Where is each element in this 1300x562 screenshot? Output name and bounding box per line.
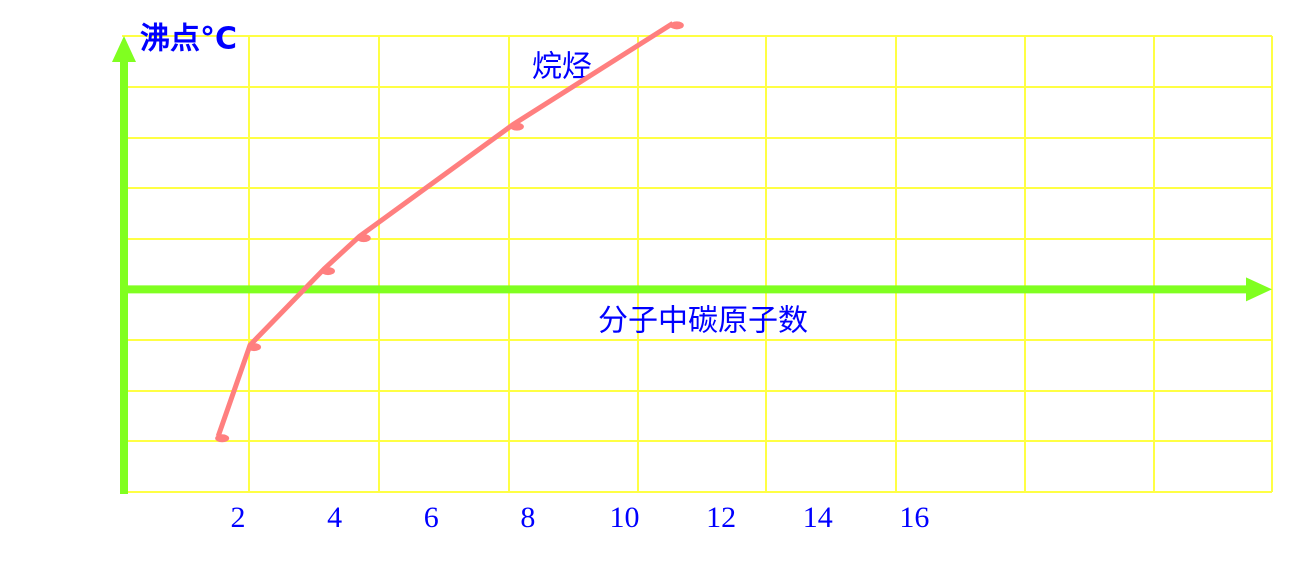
x-tick-label: 4 <box>327 501 342 534</box>
series-line <box>215 21 675 438</box>
x-tick-label: 6 <box>424 501 439 534</box>
x-tick-label: 14 <box>803 501 833 534</box>
x-tick-label: 16 <box>899 501 929 534</box>
point-marker <box>356 234 371 243</box>
point-marker <box>669 21 684 30</box>
point-marker <box>320 267 335 276</box>
x-tick-label: 8 <box>520 501 535 534</box>
x-axis-arrow <box>1246 277 1272 302</box>
grid <box>122 35 1273 493</box>
x-tick-label: 10 <box>610 501 640 534</box>
point-marker <box>247 343 262 352</box>
y-axis-label: 沸点°C <box>140 22 237 57</box>
point-marker <box>215 434 230 443</box>
x-axis-label: 分子中碳原子数 <box>598 304 808 339</box>
point-marker <box>509 122 524 131</box>
x-tick-label: 2 <box>230 501 245 534</box>
x-tick-label: 12 <box>706 501 736 534</box>
y-axis-arrow <box>112 36 136 62</box>
